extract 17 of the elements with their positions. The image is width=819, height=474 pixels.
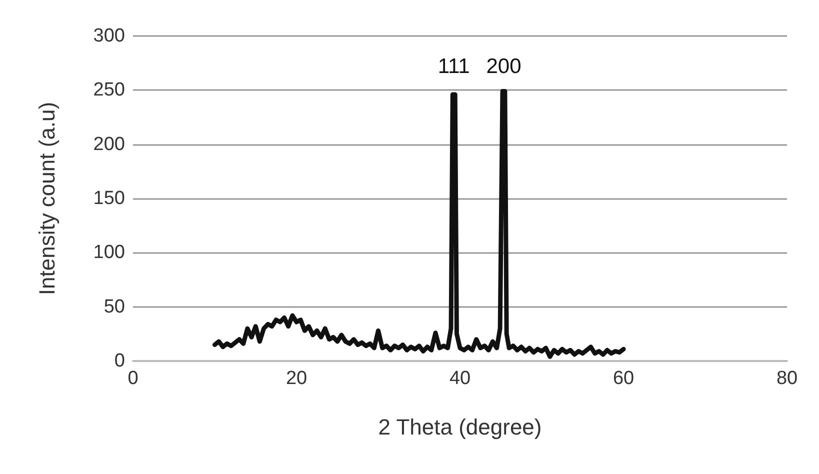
y-tick-label: 50 (104, 296, 125, 318)
x-tick-label: 60 (612, 368, 634, 389)
y-tick-label: 0 (114, 350, 125, 372)
y-tick-label: 100 (93, 242, 125, 264)
y-tick-label: 150 (93, 188, 125, 209)
y-axis-title: Intensity count (a.u) (34, 102, 60, 296)
x-tick-label: 0 (128, 368, 138, 389)
x-tick-label: 40 (449, 368, 471, 389)
annotation: 200 (486, 54, 522, 78)
y-tick-label: 300 (93, 26, 125, 46)
x-tick-label: 80 (776, 368, 798, 389)
y-tick-label: 250 (93, 80, 125, 101)
y-tick-label: 200 (93, 134, 125, 155)
line-series (212, 89, 626, 359)
x-axis-title: 2 Theta (degree) (378, 414, 542, 440)
x-tick-label: 20 (286, 368, 308, 389)
annotation: 111 (438, 54, 470, 78)
